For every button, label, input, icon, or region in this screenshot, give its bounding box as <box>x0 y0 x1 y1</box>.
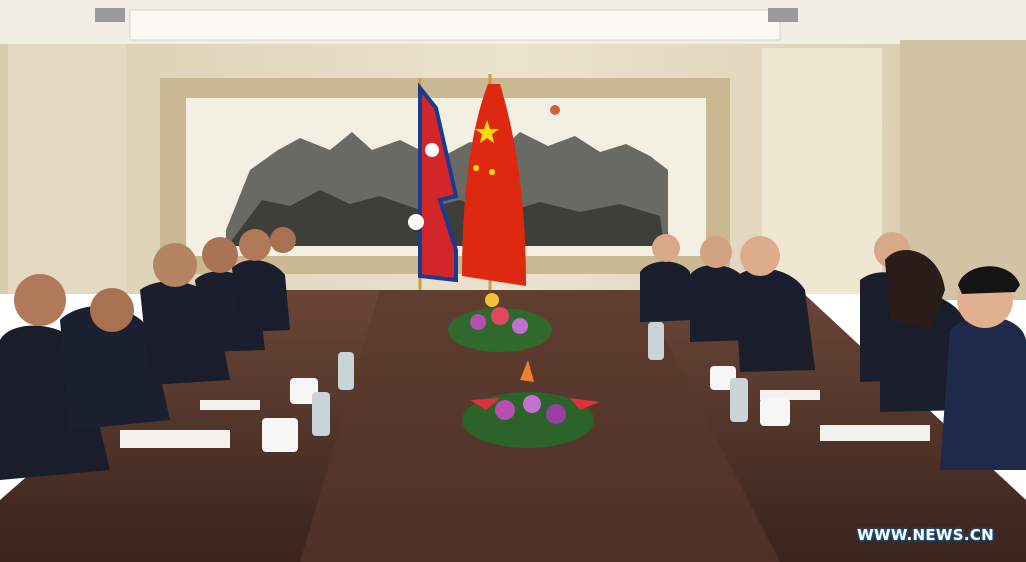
china-flag-star <box>475 120 499 143</box>
china-flag-small-star <box>473 165 479 171</box>
wall-panel-right <box>762 48 882 294</box>
ceiling-panel <box>129 9 781 41</box>
painting-foothills <box>232 190 664 246</box>
flower-arrangement <box>448 293 600 448</box>
china-flag-small-star <box>489 169 495 175</box>
air-vent <box>768 8 798 22</box>
delegation-right <box>640 232 1026 470</box>
nepal-flag-moon <box>425 143 439 157</box>
nepal-flag <box>418 82 459 283</box>
wall-panel-left <box>8 44 126 294</box>
air-vent <box>95 8 125 22</box>
delegation-left <box>0 227 296 480</box>
nepal-flag-sun <box>408 214 424 230</box>
painting-sun <box>550 105 560 115</box>
china-flag <box>462 84 526 286</box>
table-items <box>120 322 930 452</box>
watermark: WWW.NEWS.CN <box>857 526 994 544</box>
